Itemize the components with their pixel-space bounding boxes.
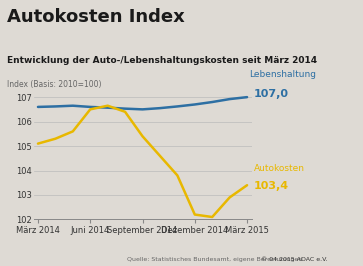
Text: Index (Basis: 2010=100): Index (Basis: 2010=100)	[7, 80, 102, 89]
Text: 107,0: 107,0	[254, 89, 289, 99]
Text: Quelle: Statistisches Bundesamt, eigene Berechnungen: Quelle: Statistisches Bundesamt, eigene …	[127, 257, 302, 262]
Text: Entwicklung der Auto-/Lebenshaltungskosten seit März 2014: Entwicklung der Auto-/Lebenshaltungskost…	[7, 56, 317, 65]
Text: 103,4: 103,4	[254, 181, 289, 191]
Text: Autokosten Index: Autokosten Index	[7, 8, 185, 26]
Text: Lebenshaltung: Lebenshaltung	[249, 70, 316, 80]
Text: Autokosten: Autokosten	[254, 164, 305, 173]
Text: © 04.2015 ADAC e.V.: © 04.2015 ADAC e.V.	[261, 257, 328, 262]
